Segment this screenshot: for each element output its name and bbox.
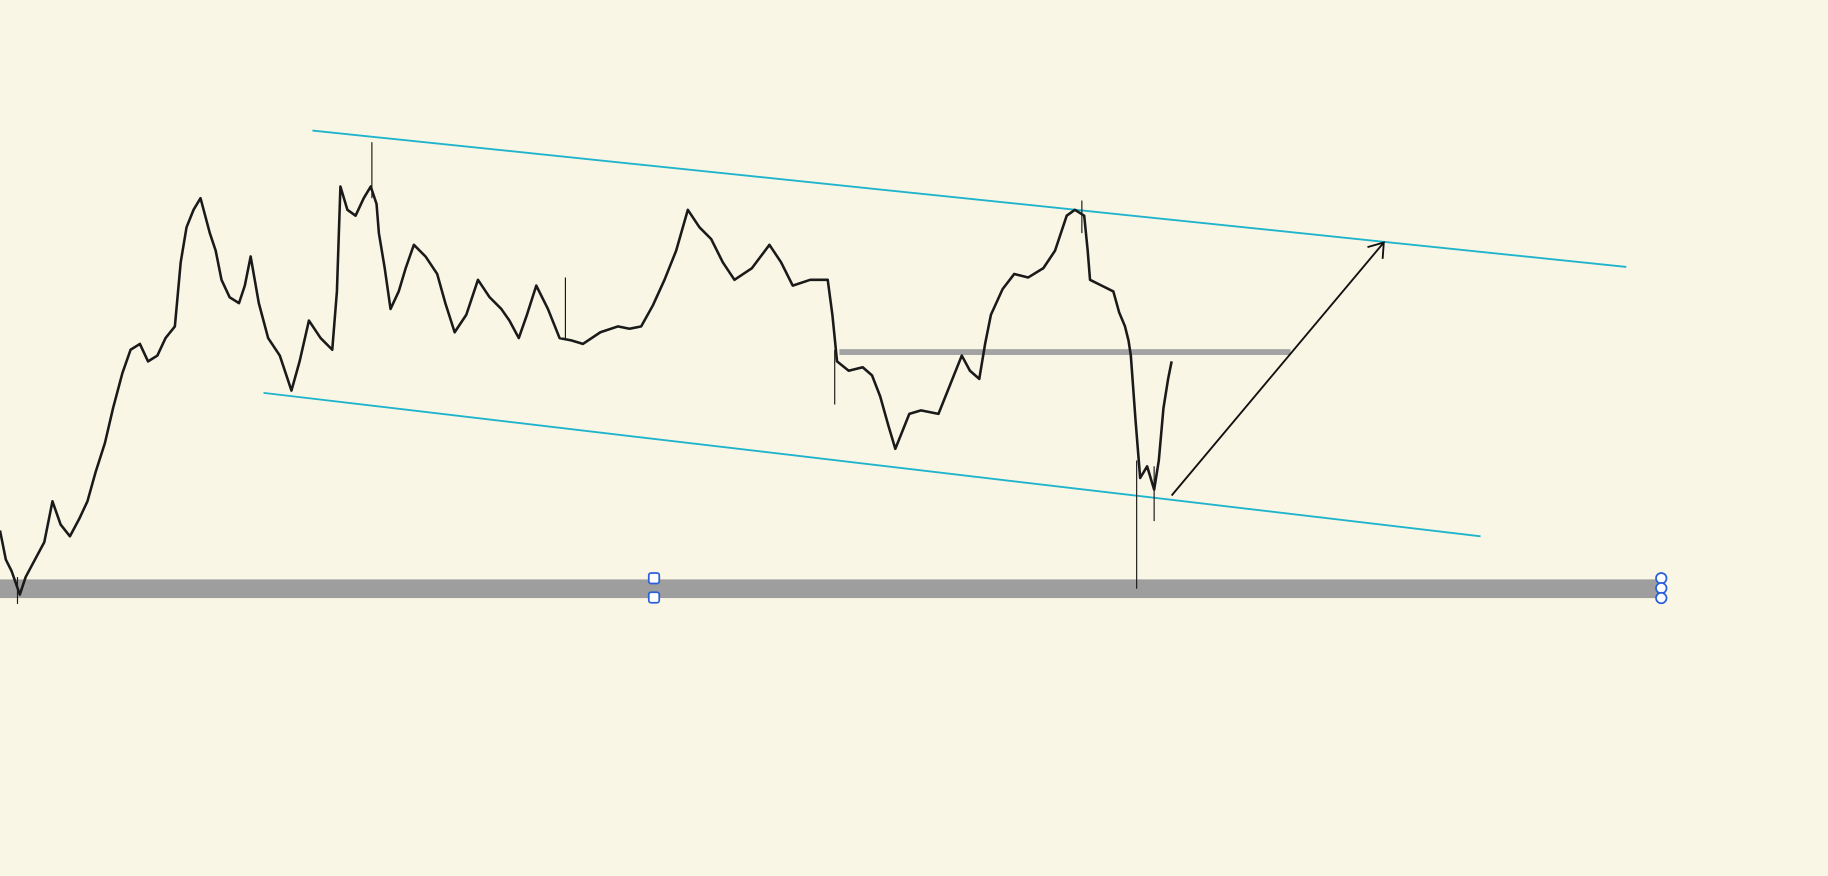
resistance-zone[interactable] <box>839 349 1291 355</box>
handle[interactable] <box>647 591 661 604</box>
support-zone[interactable] <box>0 579 1662 599</box>
drawing-layer <box>0 129 1668 605</box>
handle[interactable] <box>1655 572 1668 585</box>
channel-upper[interactable] <box>312 129 1627 268</box>
handle[interactable] <box>1655 591 1668 605</box>
channel-lower[interactable] <box>263 391 1481 538</box>
handle[interactable] <box>1655 582 1668 595</box>
handle[interactable] <box>647 572 661 585</box>
arrow-head <box>1367 241 1385 259</box>
price-series <box>0 185 1173 596</box>
projection-arrow[interactable] <box>1170 241 1385 497</box>
